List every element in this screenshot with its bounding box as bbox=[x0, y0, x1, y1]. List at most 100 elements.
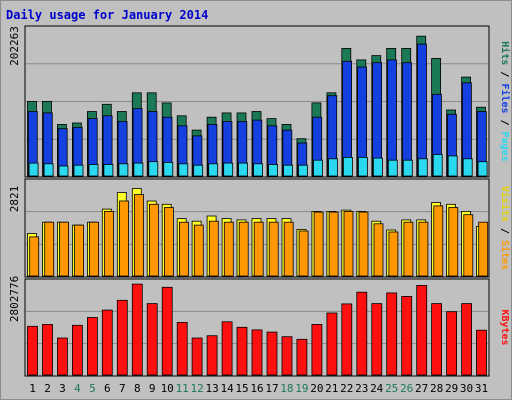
bar-sites-day-10 bbox=[163, 207, 174, 277]
bar-pages-day-26 bbox=[402, 159, 413, 177]
x-tick-label-20: 20 bbox=[310, 382, 323, 395]
bar-pages-day-19 bbox=[298, 164, 308, 177]
x-tick-label-3: 3 bbox=[59, 382, 66, 395]
bar-pages-day-28 bbox=[432, 154, 443, 177]
bar-pages-day-2 bbox=[43, 163, 54, 177]
bar-kbytes-day-2 bbox=[42, 323, 53, 376]
bar-kbytes-day-25 bbox=[386, 292, 398, 376]
bar-sites-day-28 bbox=[433, 205, 444, 277]
bar-pages-day-6 bbox=[103, 164, 114, 177]
x-tick-label-18: 18 bbox=[280, 382, 293, 395]
bar-sites-day-31 bbox=[478, 221, 489, 277]
bar-sites-day-9 bbox=[148, 203, 159, 277]
bar-kbytes-day-29 bbox=[446, 311, 458, 376]
bar-kbytes-day-5 bbox=[87, 317, 98, 376]
bar-kbytes-day-19 bbox=[296, 338, 308, 376]
ymax-label-hits: 202263 bbox=[8, 26, 21, 66]
ymax-label-kbytes: 2802776 bbox=[8, 276, 21, 322]
bar-sites-day-5 bbox=[89, 221, 99, 277]
legend-visits: Visits / Sites bbox=[499, 186, 511, 270]
x-tick-label-14: 14 bbox=[220, 382, 234, 395]
bar-kbytes-day-15 bbox=[236, 326, 248, 376]
bar-pages-day-17 bbox=[268, 164, 279, 177]
bar-pages-day-15 bbox=[238, 162, 249, 177]
chart-title: Daily usage for January 2014 bbox=[6, 8, 208, 22]
bar-files-day-26 bbox=[402, 62, 412, 177]
x-tick-label-19: 19 bbox=[295, 382, 308, 395]
bar-sites-day-2 bbox=[44, 221, 55, 277]
legend-part: / bbox=[499, 65, 510, 83]
bar-kbytes-day-20 bbox=[311, 323, 323, 376]
bar-files-day-25 bbox=[387, 59, 397, 177]
legend-part: Sites bbox=[499, 240, 511, 270]
legend-kbytes: KBytes bbox=[499, 309, 510, 345]
bar-kbytes-day-11 bbox=[176, 321, 188, 376]
bar-pages-day-16 bbox=[253, 163, 264, 177]
bar-pages-day-5 bbox=[88, 164, 99, 177]
x-tick-label-13: 13 bbox=[205, 382, 218, 395]
bar-sites-day-17 bbox=[268, 221, 279, 277]
x-tick-label-28: 28 bbox=[430, 382, 443, 395]
bar-sites-day-3 bbox=[59, 221, 69, 277]
bar-kbytes-day-26 bbox=[401, 295, 413, 376]
bar-sites-day-1 bbox=[29, 236, 40, 277]
bar-pages-day-25 bbox=[387, 159, 398, 177]
bar-pages-day-21 bbox=[328, 158, 338, 177]
bar-pages-day-20 bbox=[313, 159, 323, 177]
bar-sites-day-11 bbox=[178, 221, 189, 277]
x-tick-label-29: 29 bbox=[445, 382, 458, 395]
x-tick-label-11: 11 bbox=[176, 382, 189, 395]
bar-pages-day-9 bbox=[148, 161, 159, 177]
bar-kbytes-day-30 bbox=[461, 303, 473, 376]
bar-pages-day-13 bbox=[208, 163, 219, 177]
bar-kbytes-day-8 bbox=[131, 283, 143, 376]
bar-kbytes-day-24 bbox=[371, 303, 383, 376]
bar-kbytes-day-4 bbox=[72, 324, 83, 376]
bar-pages-day-3 bbox=[58, 165, 69, 177]
bar-pages-day-27 bbox=[417, 158, 428, 177]
legend-hits: Hits / Files / Pages bbox=[499, 41, 511, 161]
x-tick-label-9: 9 bbox=[149, 382, 156, 395]
x-tick-label-1: 1 bbox=[29, 382, 36, 395]
bar-sites-day-26 bbox=[403, 221, 414, 277]
bar-kbytes-day-9 bbox=[146, 303, 158, 376]
bar-kbytes-day-3 bbox=[57, 337, 68, 376]
bar-pages-day-7 bbox=[118, 163, 129, 177]
bar-files-day-27 bbox=[417, 43, 427, 177]
legend-part: Hits bbox=[499, 41, 511, 65]
bar-sites-day-27 bbox=[418, 221, 429, 277]
bar-sites-day-18 bbox=[283, 221, 294, 277]
x-tick-label-23: 23 bbox=[355, 382, 368, 395]
x-tick-label-2: 2 bbox=[44, 382, 51, 395]
bar-pages-day-23 bbox=[357, 156, 368, 177]
bar-kbytes-day-31 bbox=[476, 329, 487, 376]
x-tick-label-10: 10 bbox=[161, 382, 174, 395]
legend-part: / bbox=[499, 222, 510, 240]
bar-pages-day-29 bbox=[447, 155, 458, 177]
bar-kbytes-day-27 bbox=[416, 284, 428, 376]
bar-pages-day-12 bbox=[193, 164, 204, 177]
x-tick-label-22: 22 bbox=[340, 382, 353, 395]
x-tick-label-26: 26 bbox=[400, 382, 413, 395]
x-tick-label-24: 24 bbox=[370, 382, 384, 395]
x-tick-label-31: 31 bbox=[475, 382, 488, 395]
bar-pages-day-31 bbox=[477, 161, 488, 177]
bar-sites-day-22 bbox=[343, 210, 354, 277]
bar-kbytes-day-28 bbox=[431, 303, 443, 376]
legend-part: Files bbox=[499, 83, 511, 113]
bar-sites-day-19 bbox=[298, 230, 309, 277]
bar-sites-day-6 bbox=[104, 210, 114, 277]
bar-sites-day-12 bbox=[193, 224, 204, 277]
x-tick-label-27: 27 bbox=[415, 382, 428, 395]
bar-kbytes-day-22 bbox=[341, 303, 353, 376]
x-tick-label-12: 12 bbox=[190, 382, 203, 395]
bar-kbytes-day-1 bbox=[27, 325, 38, 376]
bar-kbytes-day-12 bbox=[191, 337, 203, 376]
bar-kbytes-day-7 bbox=[116, 299, 128, 376]
bar-sites-day-8 bbox=[134, 194, 144, 277]
bar-sites-day-4 bbox=[74, 224, 84, 277]
bar-kbytes-day-21 bbox=[326, 312, 338, 376]
bar-kbytes-day-6 bbox=[101, 309, 113, 376]
bar-pages-day-10 bbox=[163, 161, 174, 177]
